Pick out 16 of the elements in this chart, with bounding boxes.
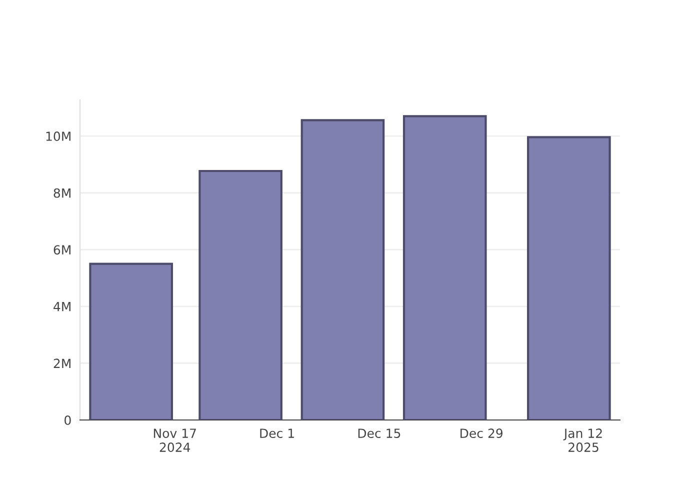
y-tick-label: 8M bbox=[54, 188, 70, 198]
y-tick-label: 10M bbox=[46, 132, 70, 141]
x-tick-label: Jan 12 2025 bbox=[563, 428, 602, 452]
y-tick-label: 4M bbox=[54, 302, 70, 312]
x-tick-label: Dec 15 bbox=[358, 428, 400, 438]
y-tick-label: 2M bbox=[54, 358, 70, 368]
bar bbox=[198, 170, 282, 420]
bar bbox=[402, 115, 487, 420]
y-tick-label: 6M bbox=[54, 245, 70, 255]
bar bbox=[89, 262, 173, 420]
x-tick-label: Dec 1 bbox=[260, 428, 294, 438]
bar bbox=[300, 119, 385, 420]
y-tick-label: 0 bbox=[64, 415, 71, 425]
x-tick-label: Nov 17 2024 bbox=[154, 428, 196, 452]
x-tick-label: Dec 29 bbox=[460, 428, 503, 438]
bar bbox=[527, 136, 611, 420]
